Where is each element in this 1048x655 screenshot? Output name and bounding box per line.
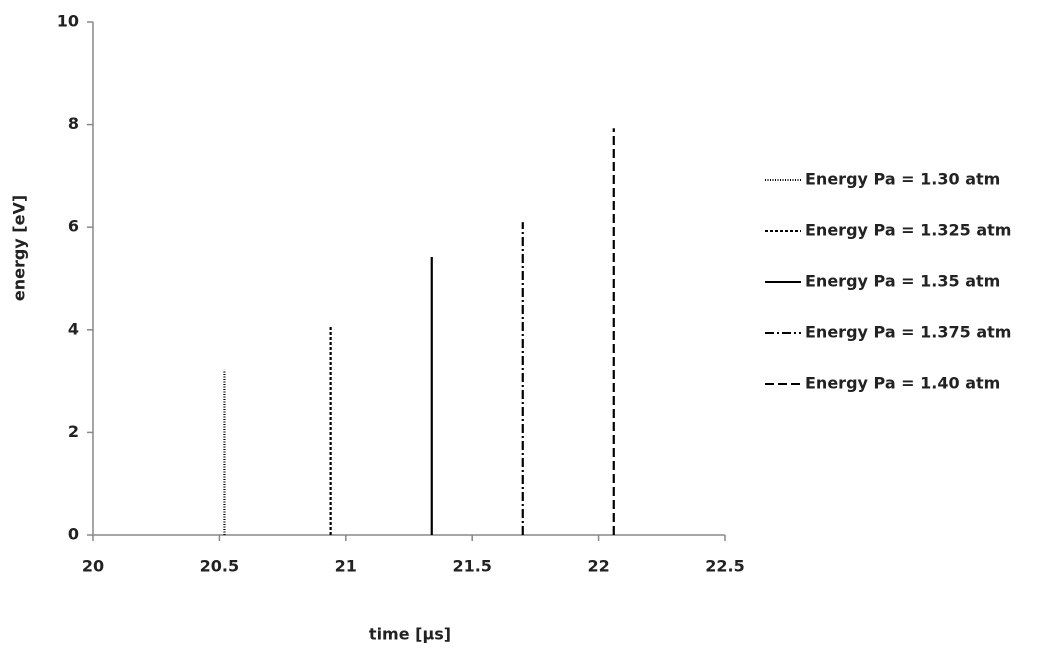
y-tick-label: 2: [68, 422, 79, 441]
x-tick-label: 22.5: [705, 557, 744, 576]
y-tick-label: 6: [68, 217, 79, 236]
legend-label: Energy Pa = 1.40 atm: [805, 374, 1000, 393]
legend-label: Energy Pa = 1.375 atm: [805, 323, 1011, 342]
legend-label: Energy Pa = 1.35 atm: [805, 272, 1000, 291]
x-tick-label: 21: [335, 557, 357, 576]
y-tick-label: 10: [57, 12, 79, 31]
y-tick-label: 0: [68, 525, 79, 544]
legend-label: Energy Pa = 1.30 atm: [805, 170, 1000, 189]
y-tick-label: 8: [68, 114, 79, 133]
y-tick-label: 4: [68, 319, 79, 338]
y-axis-label: energy [eV]: [10, 195, 29, 301]
x-axis-label: time [µs]: [369, 625, 451, 644]
x-tick-label: 22: [587, 557, 609, 576]
x-tick-label: 20.5: [200, 557, 239, 576]
legend-label: Energy Pa = 1.325 atm: [805, 221, 1011, 240]
x-tick-label: 20: [82, 557, 104, 576]
x-tick-label: 21.5: [452, 557, 491, 576]
